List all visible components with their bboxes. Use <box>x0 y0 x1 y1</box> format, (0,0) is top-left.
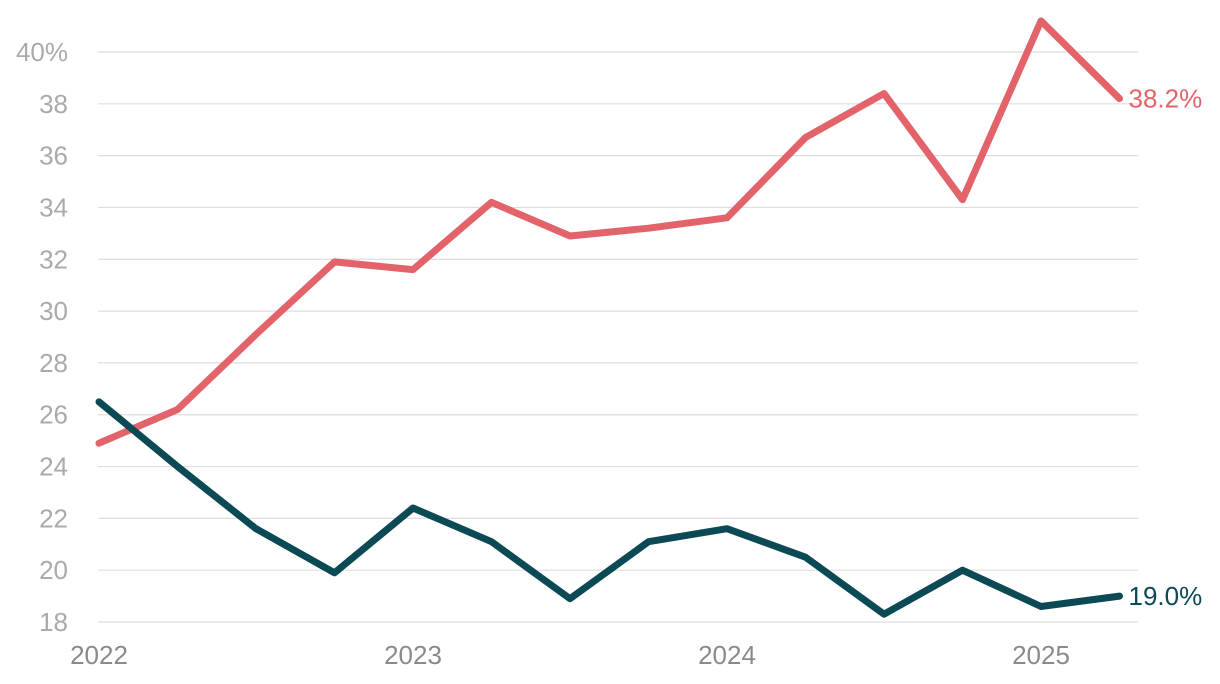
x-tick-label: 2023 <box>384 640 442 670</box>
series-end-label-1: 19.0% <box>1129 581 1203 611</box>
y-tick-label: 22 <box>39 503 68 533</box>
y-tick-label: 38 <box>39 89 68 119</box>
series-lines <box>95 17 1123 618</box>
series-line-0 <box>95 17 1123 447</box>
y-tick-label: 18 <box>39 607 68 637</box>
y-tick-label: 32 <box>39 244 68 274</box>
y-tick-label: 34 <box>39 192 68 222</box>
x-tick-label: 2024 <box>698 640 756 670</box>
y-tick-label: 40% <box>16 37 68 67</box>
x-axis-ticks: 2022 2023 2024 2025 <box>70 640 1070 670</box>
series-end-label-0: 38.2% <box>1129 84 1203 114</box>
y-tick-label: 36 <box>39 141 68 171</box>
gridlines <box>98 51 1138 623</box>
y-tick-label: 20 <box>39 555 68 585</box>
y-tick-label: 26 <box>39 400 68 430</box>
x-tick-label: 2025 <box>1012 640 1070 670</box>
series-line-1 <box>95 398 1123 618</box>
end-labels: 38.2% 19.0% <box>1129 84 1203 611</box>
y-tick-label: 28 <box>39 348 68 378</box>
y-tick-label: 30 <box>39 296 68 326</box>
y-tick-label: 24 <box>39 452 68 482</box>
x-tick-label: 2022 <box>70 640 128 670</box>
y-axis-ticks: 18 20 22 24 26 28 30 32 34 36 38 40% <box>16 37 68 637</box>
